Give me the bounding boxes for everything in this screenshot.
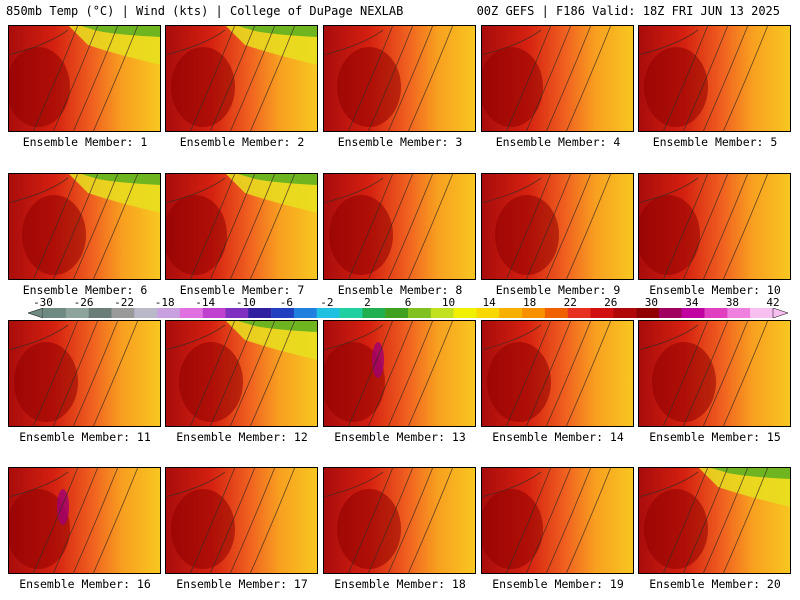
ensemble-member-label: Ensemble Member: 16 [19,577,151,591]
ensemble-member-map [165,25,318,132]
temperature-colorbar [28,308,788,318]
colorbar-tick-label: 38 [725,296,740,309]
colorbar-tick-label: 18 [523,296,537,309]
ensemble-member-label: Ensemble Member: 4 [495,135,621,149]
colorbar-tick-label: 34 [685,296,699,309]
ensemble-member-map [8,467,161,574]
ensemble-member-label: Ensemble Member: 1 [22,135,148,149]
colorbar-tick-label: -2 [320,296,334,309]
colorbar-tick-label: 26 [604,296,618,309]
ensemble-member-label: Ensemble Member: 10 [649,283,781,297]
model-run-valid-time: 00Z GEFS | F186 Valid: 18Z FRI JUN 13 20… [476,4,780,18]
colorbar-tick-label: 6 [404,296,412,309]
ensemble-member-map [481,173,634,280]
colorbar-tick-label: -6 [279,296,293,309]
colorbar-tick-label: 14 [482,296,496,309]
ensemble-member-label: Ensemble Member: 11 [19,430,151,444]
map-title: 850mb Temp (°C) | Wind (kts) | College o… [6,4,404,18]
colorbar-tick-label: -22 [114,296,135,309]
ensemble-member-label: Ensemble Member: 8 [337,283,463,297]
ensemble-member-label: Ensemble Member: 3 [337,135,463,149]
ensemble-member-label: Ensemble Member: 2 [179,135,305,149]
ensemble-member-label: Ensemble Member: 5 [652,135,778,149]
ensemble-member-map [481,320,634,427]
ensemble-member-map [323,467,476,574]
colorbar-tick-label: -30 [33,296,53,309]
ensemble-member-map [638,173,791,280]
colorbar-tick-label: -10 [235,296,256,309]
ensemble-member-map [323,320,476,427]
ensemble-member-label: Ensemble Member: 19 [492,577,624,591]
ensemble-member-label: Ensemble Member: 9 [495,283,621,297]
ensemble-member-map [481,25,634,132]
colorbar-tick-label: 22 [563,296,577,309]
ensemble-member-map [481,467,634,574]
colorbar-tick-label: -26 [73,296,94,309]
colorbar-tick-label: 2 [364,296,371,309]
ensemble-member-label: Ensemble Member: 12 [176,430,308,444]
ensemble-member-map [323,25,476,132]
ensemble-member-label: Ensemble Member: 13 [334,430,466,444]
ensemble-member-map [165,173,318,280]
colorbar-tick-label: -14 [195,296,216,309]
ensemble-member-map [323,173,476,280]
ensemble-member-label: Ensemble Member: 7 [179,283,305,297]
ensemble-member-map [638,25,791,132]
ensemble-member-map [8,25,161,132]
ensemble-member-map [8,320,161,427]
ensemble-member-map [8,173,161,280]
colorbar-tick-label: -18 [154,296,175,309]
colorbar-tick-label: 30 [644,296,658,309]
colorbar-tick-label: 10 [441,296,456,309]
ensemble-member-map [165,467,318,574]
ensemble-member-label: Ensemble Member: 14 [492,430,624,444]
ensemble-member-label: Ensemble Member: 15 [649,430,781,444]
ensemble-member-label: Ensemble Member: 17 [176,577,308,591]
ensemble-member-label: Ensemble Member: 20 [649,577,781,591]
ensemble-member-map [638,320,791,427]
ensemble-member-label: Ensemble Member: 6 [22,283,148,297]
ensemble-member-map [638,467,791,574]
ensemble-member-map [165,320,318,427]
colorbar-tick-label: 42 [766,296,780,309]
ensemble-member-label: Ensemble Member: 18 [334,577,466,591]
